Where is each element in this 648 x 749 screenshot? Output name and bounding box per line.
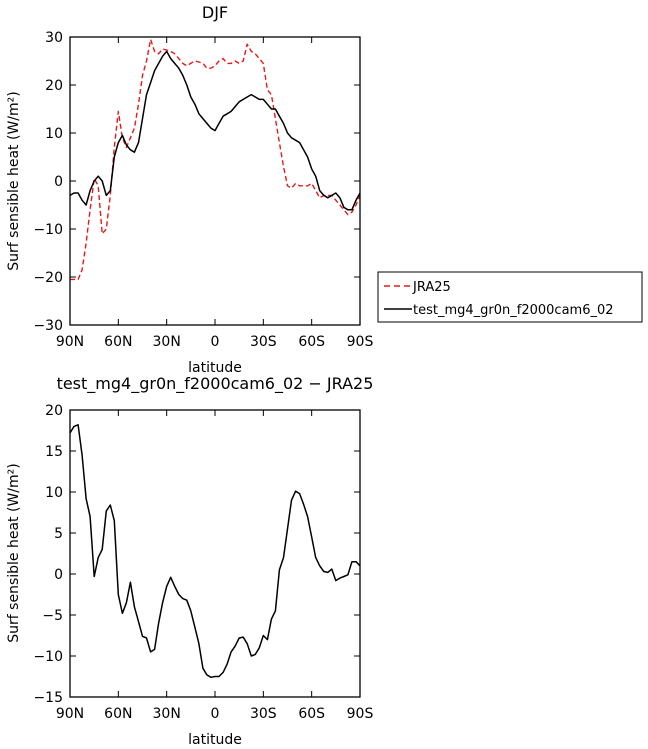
legend-label-test: test_mg4_gr0n_f2000cam6_02 xyxy=(413,303,614,318)
y-tick-label: −15 xyxy=(33,690,63,706)
x-tick-label: 30N xyxy=(153,706,181,722)
series-line-0-1 xyxy=(70,51,360,209)
x-tick-label: 30S xyxy=(250,334,277,350)
x-tick-label: 30S xyxy=(250,706,277,722)
x-tick-label: 60N xyxy=(104,334,132,350)
x-tick-label: 0 xyxy=(211,334,220,350)
legend-label-jra25: JRA25 xyxy=(412,280,451,295)
y-tick-label: 20 xyxy=(45,78,63,94)
y-tick-label: −30 xyxy=(33,318,63,334)
x-tick-label: 90N xyxy=(56,706,84,722)
y-axis-label: Surf sensible heat (W/m²) xyxy=(6,91,22,270)
x-tick-label: 90S xyxy=(347,706,374,722)
y-tick-label: 20 xyxy=(45,403,63,419)
difference-line-chart: test_mg4_gr0n_f2000cam6_02 − JRA25 90N 60… xyxy=(6,374,373,748)
y-tick-label: −5 xyxy=(42,608,63,624)
y-tick-label: −20 xyxy=(33,270,63,286)
x-tick-label: 60N xyxy=(104,706,132,722)
x-tick-label: 0 xyxy=(211,706,220,722)
y-axis-label: Surf sensible heat (W/m²) xyxy=(6,463,22,642)
y-tick-label: 10 xyxy=(45,126,63,142)
axis-ticks: 90N 60N 30N 0 30S 60S 90S −30 −20 −10 0 10 20 30 xyxy=(33,30,373,350)
y-tick-label: −10 xyxy=(33,649,63,665)
y-tick-label: 0 xyxy=(54,174,63,190)
axis-ticks: 90N 60N 30N 0 30S 60S 90S −15 −10 −5 0 5 10 15 20 xyxy=(33,403,373,722)
x-tick-label: 90S xyxy=(347,334,374,350)
series-layer xyxy=(70,425,360,678)
chart-title: DJF xyxy=(202,3,228,22)
x-tick-label: 60S xyxy=(298,334,325,350)
x-tick-label: 90N xyxy=(56,334,84,350)
series-line-1-0 xyxy=(70,425,360,678)
y-tick-label: 5 xyxy=(54,526,63,542)
legend: JRA25 test_mg4_gr0n_f2000cam6_02 xyxy=(378,272,642,322)
y-tick-label: 30 xyxy=(45,30,63,46)
chart-title: test_mg4_gr0n_f2000cam6_02 − JRA25 xyxy=(57,374,374,394)
series-layer xyxy=(70,39,360,279)
y-tick-label: −10 xyxy=(33,222,63,238)
y-tick-label: 0 xyxy=(54,567,63,583)
plot-frame xyxy=(70,410,360,697)
y-tick-label: 15 xyxy=(45,444,63,460)
x-tick-label: 60S xyxy=(298,706,325,722)
x-axis-label: latitude xyxy=(188,732,242,748)
x-tick-label: 30N xyxy=(153,334,181,350)
djf-line-chart: DJF 90N 60N 30N 0 30S 60S 90S−30−20−100102030 … xyxy=(6,3,642,376)
y-tick-label: 10 xyxy=(45,485,63,501)
